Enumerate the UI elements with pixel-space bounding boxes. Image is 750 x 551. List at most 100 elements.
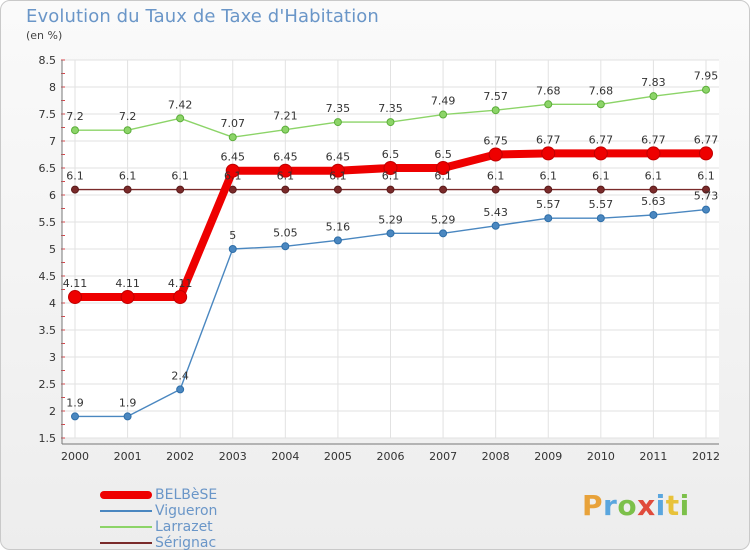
chart-title: Evolution du Taux de Taxe d'Habitation: [26, 6, 379, 27]
x-tick-label: 2000: [61, 450, 89, 463]
data-point: [649, 210, 658, 219]
data-point: [123, 126, 132, 135]
x-tick-label: 2009: [534, 450, 562, 463]
data-point: [333, 185, 342, 194]
data-point: [383, 161, 398, 175]
data-label: 6.45: [326, 151, 351, 164]
data-label: 6.1: [66, 170, 84, 183]
data-label: 4.11: [168, 277, 193, 290]
series-vigueron: [71, 205, 710, 421]
data-label: 7.42: [168, 98, 193, 111]
data-label: 7.57: [483, 90, 508, 103]
data-label: 1.9: [66, 396, 84, 409]
data-point: [333, 236, 342, 245]
data-point: [702, 85, 710, 94]
data-label: 2.4: [171, 369, 189, 382]
data-label: 6.1: [697, 170, 715, 183]
data-point: [228, 245, 237, 253]
y-tick-label: 7: [49, 135, 56, 148]
logo-letter: i: [655, 489, 666, 522]
data-label: 6.5: [382, 148, 400, 161]
series-sérignac: [71, 185, 710, 194]
y-tick-label: 3.5: [39, 324, 57, 337]
data-point: [386, 229, 395, 238]
legend: BELBèSE Vigueron Larrazet Sérignac: [100, 487, 300, 551]
data-point: [281, 125, 290, 134]
data-label: 6.1: [329, 170, 347, 183]
data-label: 6.1: [434, 170, 452, 183]
y-tick-label: 1.5: [39, 432, 57, 445]
data-label: 6.77: [694, 133, 719, 146]
data-label: 6.5: [434, 148, 452, 161]
data-point: [71, 185, 79, 194]
data-point: [123, 412, 132, 421]
y-tick-label: 6: [49, 189, 56, 202]
data-label: 1.9: [119, 396, 137, 409]
x-tick-label: 2001: [114, 450, 142, 463]
data-point: [702, 205, 710, 214]
y-tick-label: 4: [49, 297, 56, 310]
y-tick-label: 2.5: [39, 378, 57, 391]
logo-letter: x: [637, 489, 656, 522]
data-point: [176, 114, 185, 123]
data-label: 6.77: [589, 133, 614, 146]
data-point: [596, 185, 605, 194]
y-tick-label: 2: [49, 405, 56, 418]
series-belbèse: [68, 146, 713, 305]
data-point: [333, 118, 342, 127]
legend-item-belbese: BELBèSE: [100, 487, 300, 503]
data-point: [541, 146, 556, 161]
labels-larrazet: 7.2 7.2 7.42 7.07 7.21 7.35 7.35 7.49 7.57 7.68 7.…: [66, 70, 718, 131]
data-label: 4.11: [115, 277, 140, 290]
logo-letter: P: [582, 489, 604, 522]
labels-sérignac: 6.1 6.1 6.1 6.1 6.1 6.1 6.1 6.1 6.1 6.1 6.1 6.1 6.1: [66, 170, 715, 183]
legend-swatch-larrazet: [100, 526, 152, 528]
data-label: 7.2: [66, 110, 84, 123]
data-point: [596, 100, 605, 109]
data-point: [544, 185, 553, 194]
x-tick-label: 2011: [639, 450, 667, 463]
data-point: [439, 110, 448, 119]
y-tick-label: 5.5: [39, 216, 57, 229]
data-label: 5.57: [536, 198, 561, 211]
labels-vigueron: 1.9 1.9 2.4 5 5.05 5.16 5.29 5.29 5.43 5.57 5.57 5.…: [66, 190, 718, 410]
legend-label-vigueron: Vigueron: [155, 503, 218, 519]
data-label: 7.68: [589, 84, 614, 97]
data-point: [173, 290, 188, 305]
data-point: [176, 185, 185, 194]
data-point: [596, 214, 605, 223]
data-label: 5.05: [273, 226, 298, 239]
legend-item-serignac: Sérignac: [100, 535, 300, 551]
data-label: 6.1: [224, 170, 242, 183]
labels-belbèse: 4.11 4.11 4.11 6.45 6.45 6.45 6.5 6.5 6.75 6.77 6.…: [63, 133, 719, 290]
data-point: [71, 412, 79, 421]
data-point: [491, 221, 500, 230]
data-point: [491, 106, 500, 115]
data-label: 7.2: [119, 110, 137, 123]
data-point: [228, 133, 237, 142]
data-point: [386, 185, 395, 194]
data-point: [439, 185, 448, 194]
logo-letter: r: [603, 489, 618, 522]
data-point: [123, 185, 132, 194]
x-tick-label: 2003: [219, 450, 247, 463]
data-label: 7.35: [378, 102, 403, 115]
data-label: 6.45: [221, 151, 246, 164]
data-label: 6.77: [641, 133, 666, 146]
data-point: [436, 161, 451, 175]
logo-letter: t: [665, 489, 680, 522]
data-point: [68, 290, 82, 305]
legend-swatch-vigueron: [100, 510, 152, 512]
legend-label-belbese: BELBèSE: [155, 487, 218, 503]
data-label: 6.1: [592, 170, 610, 183]
y-tick-label: 6.5: [39, 162, 57, 175]
data-point: [330, 163, 345, 178]
data-point: [702, 185, 710, 194]
data-point: [593, 146, 608, 161]
data-label: 7.83: [641, 76, 666, 89]
data-point: [544, 100, 553, 109]
data-label: 5.43: [483, 206, 508, 219]
data-point: [491, 185, 500, 194]
x-tick-label: 2005: [324, 450, 352, 463]
